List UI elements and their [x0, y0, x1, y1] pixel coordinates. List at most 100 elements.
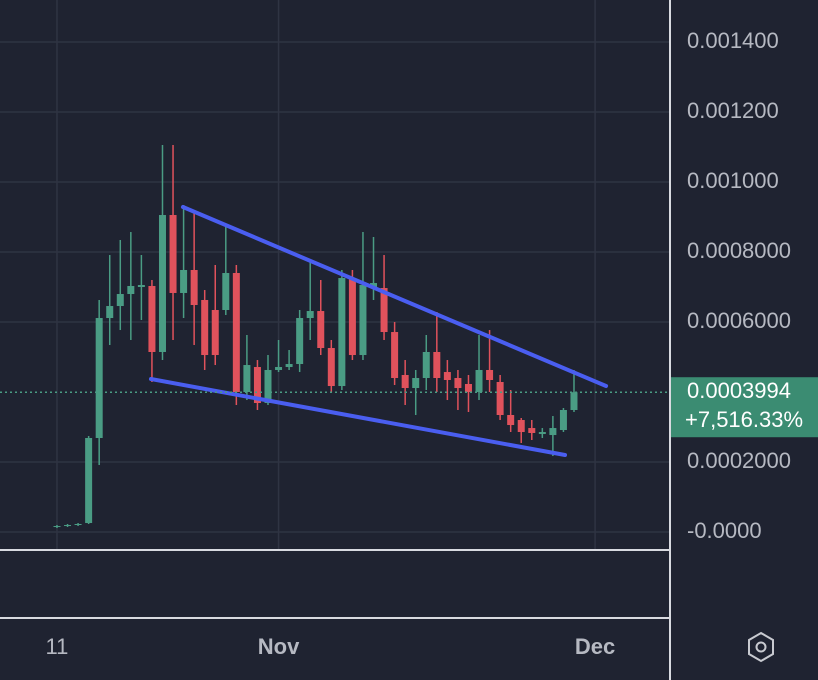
candle-body	[137, 285, 145, 288]
candle-body	[53, 526, 61, 528]
candle-body	[475, 369, 483, 393]
candle-body	[116, 294, 124, 307]
y-tick-label: 0.0002000	[687, 448, 791, 473]
candle	[464, 374, 472, 412]
candle-body	[359, 285, 367, 356]
candle	[538, 428, 546, 438]
candle	[570, 369, 578, 412]
candle	[338, 269, 346, 391]
candle-body	[243, 365, 251, 393]
candle	[296, 310, 304, 373]
candle-body	[180, 269, 188, 293]
y-tick-label: 0.0006000	[687, 308, 791, 333]
candle-body	[106, 306, 114, 319]
candle	[359, 232, 367, 361]
marks	[0, 145, 670, 529]
settings-icon[interactable]	[748, 631, 774, 663]
candle	[137, 255, 145, 321]
candle	[317, 280, 325, 356]
candle-body	[74, 523, 82, 526]
candle	[443, 360, 451, 401]
change-label: +7,516.33%	[685, 407, 803, 432]
candle	[391, 322, 399, 386]
candle	[85, 436, 93, 524]
candle	[232, 264, 240, 405]
candle	[380, 255, 388, 340]
candle-body	[507, 415, 515, 426]
x-tick-label: Nov	[258, 634, 300, 659]
candle	[264, 355, 272, 405]
y-tick-label: 0.001000	[687, 168, 779, 193]
y-tick-label: 0.001200	[687, 98, 779, 123]
candle	[53, 525, 61, 529]
candle-body	[201, 299, 209, 356]
candle-body	[348, 278, 356, 356]
candle-body	[306, 311, 314, 319]
candle-body	[528, 428, 536, 433]
candle	[517, 418, 525, 444]
candle	[401, 360, 409, 405]
candle-body	[169, 215, 177, 293]
candle-body	[190, 269, 198, 305]
candle	[127, 232, 135, 340]
candle	[169, 145, 177, 340]
candle	[306, 260, 314, 340]
candle	[454, 369, 462, 410]
x-tick-label: 11	[46, 634, 69, 659]
candle	[180, 204, 188, 319]
candle	[158, 145, 166, 361]
candle	[148, 280, 156, 382]
candle-body	[338, 278, 346, 387]
candle-body	[422, 352, 430, 379]
candle	[507, 390, 515, 433]
candle-body	[380, 288, 388, 333]
y-tick-label: 0.001400	[687, 28, 779, 53]
candle	[243, 334, 251, 401]
candle-body	[158, 215, 166, 353]
candle-body	[222, 273, 230, 311]
candle-body	[95, 318, 103, 438]
candle	[549, 416, 557, 457]
candle	[422, 334, 430, 391]
candle-body	[370, 283, 378, 288]
candle-body	[433, 352, 441, 379]
candle	[211, 264, 219, 366]
candle-body	[211, 310, 219, 356]
candle	[496, 374, 504, 421]
candle	[74, 523, 82, 527]
y-tick-label: 0.0008000	[687, 238, 791, 263]
candle-body	[496, 381, 504, 416]
candle	[475, 334, 483, 401]
x-tick-label: Dec	[575, 634, 615, 659]
axes: 0.001400 0.001200 0.001000 0.0008000 0.00060…	[46, 28, 818, 659]
last-price-badge	[671, 377, 818, 438]
candle-body	[559, 409, 567, 431]
candle-body	[486, 369, 494, 381]
candle	[285, 350, 293, 370]
candle-body	[127, 285, 135, 295]
candle	[64, 523, 72, 528]
candle-body	[454, 378, 462, 389]
y-tick-label: -0.0000	[687, 518, 762, 543]
candle-body	[401, 374, 409, 389]
candle-body	[148, 285, 156, 353]
candle	[327, 339, 335, 393]
candle-body	[549, 428, 557, 436]
candle-body	[412, 378, 420, 389]
settings-button[interactable]	[748, 631, 774, 663]
candle-body	[285, 364, 293, 368]
candle	[116, 239, 124, 331]
candle-body	[570, 392, 578, 410]
candle	[106, 255, 114, 346]
settings-icon-center[interactable]	[755, 641, 767, 653]
candle	[201, 290, 209, 370]
candle	[190, 210, 198, 346]
candle-body	[538, 432, 546, 435]
candle	[348, 269, 356, 361]
candle-body	[517, 420, 525, 433]
candle-body	[64, 525, 72, 527]
candle	[528, 420, 536, 440]
